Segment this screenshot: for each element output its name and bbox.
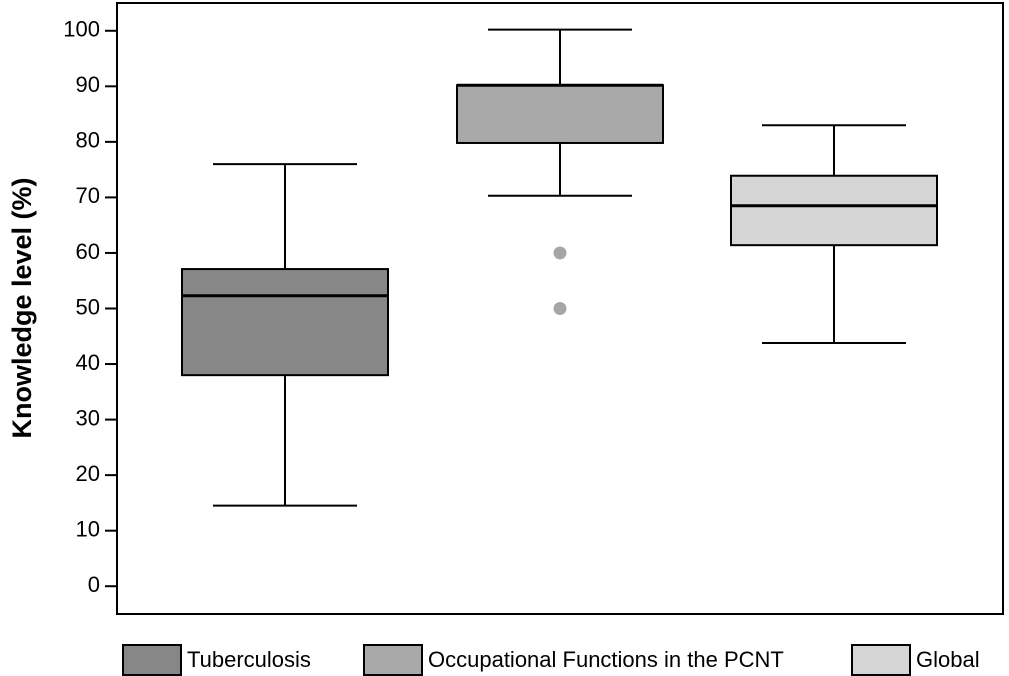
legend-swatch — [122, 644, 182, 676]
box-series — [181, 28, 938, 507]
box-3 — [730, 124, 938, 344]
iqr-box — [456, 84, 664, 144]
legend-swatch — [851, 644, 911, 676]
legend: Tuberculosis Occupational Functions in th… — [122, 644, 980, 676]
outlier-point-1 — [553, 246, 567, 260]
y-tick-label-70: 70 — [76, 183, 100, 208]
legend-item-1: Tuberculosis — [122, 644, 311, 676]
y-tick-label-80: 80 — [76, 128, 100, 153]
y-tick-label-10: 10 — [76, 516, 100, 541]
legend-item-2: Occupational Functions in the PCNT — [363, 644, 784, 676]
y-tick-label-20: 20 — [76, 461, 100, 486]
legend-swatch — [363, 644, 423, 676]
y-axis: 0 10 20 30 40 50 60 70 80 90 100 — [63, 17, 117, 597]
y-tick-label-60: 60 — [76, 239, 100, 264]
legend-label: Occupational Functions in the PCNT — [428, 647, 784, 672]
legend-label: Global — [916, 647, 980, 672]
iqr-box — [181, 268, 389, 377]
y-tick-label-30: 30 — [76, 405, 100, 430]
box-2 — [456, 28, 664, 315]
y-tick-label-90: 90 — [76, 72, 100, 97]
y-tick-label-100: 100 — [63, 17, 100, 42]
box-1 — [181, 163, 389, 507]
legend-label: Tuberculosis — [187, 647, 311, 672]
iqr-box — [730, 174, 938, 247]
y-tick-label-50: 50 — [76, 294, 100, 319]
y-tick-label-0: 0 — [88, 572, 100, 597]
y-tick-label-40: 40 — [76, 350, 100, 375]
legend-item-3: Global — [851, 644, 980, 676]
y-axis-title: Knowledge level (%) — [7, 177, 37, 438]
outlier-point-2 — [553, 302, 567, 315]
